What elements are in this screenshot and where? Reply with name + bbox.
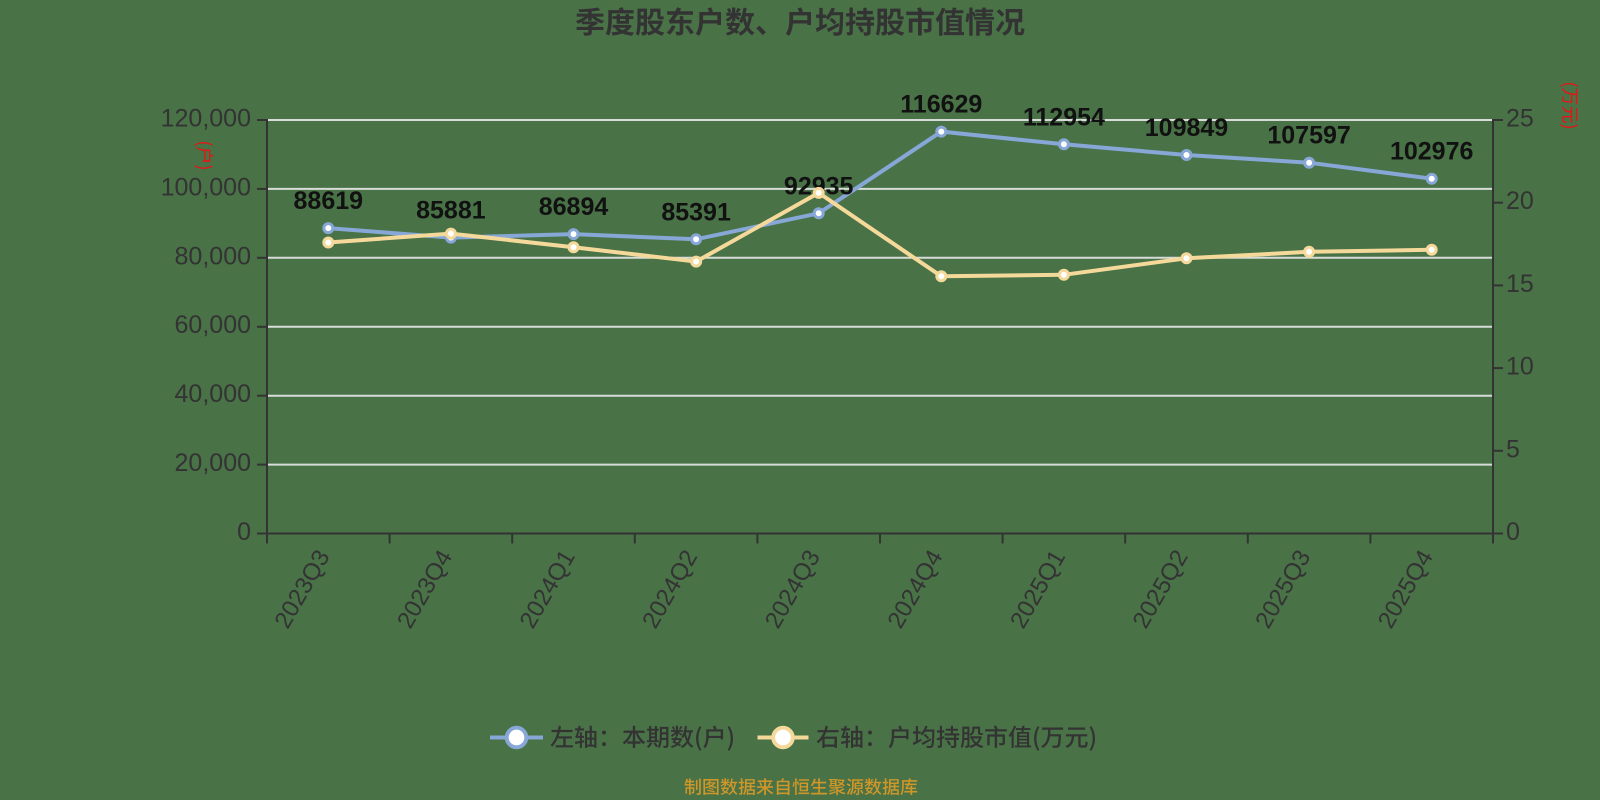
svg-text:60,000: 60,000: [175, 311, 251, 339]
svg-text:85881: 85881: [416, 197, 486, 225]
svg-text:88619: 88619: [294, 187, 364, 215]
svg-text:107597: 107597: [1267, 122, 1350, 150]
svg-text:20: 20: [1506, 187, 1534, 215]
svg-text:112954: 112954: [1023, 103, 1105, 131]
svg-text:5: 5: [1506, 435, 1520, 463]
svg-text:116629: 116629: [900, 91, 982, 119]
svg-text:0: 0: [1506, 518, 1520, 546]
svg-text:0: 0: [237, 518, 251, 546]
svg-text:85391: 85391: [661, 198, 731, 226]
svg-text:15: 15: [1506, 270, 1534, 298]
svg-text:25: 25: [1506, 105, 1534, 133]
svg-text:100,000: 100,000: [161, 173, 251, 201]
svg-text:40,000: 40,000: [175, 380, 251, 408]
svg-text:20,000: 20,000: [175, 449, 251, 477]
svg-text:120,000: 120,000: [161, 105, 251, 133]
svg-text:86894: 86894: [539, 193, 609, 221]
svg-text:10: 10: [1506, 353, 1534, 381]
svg-text:80,000: 80,000: [175, 242, 251, 270]
svg-text:102976: 102976: [1390, 138, 1473, 166]
svg-text:109849: 109849: [1145, 114, 1228, 142]
